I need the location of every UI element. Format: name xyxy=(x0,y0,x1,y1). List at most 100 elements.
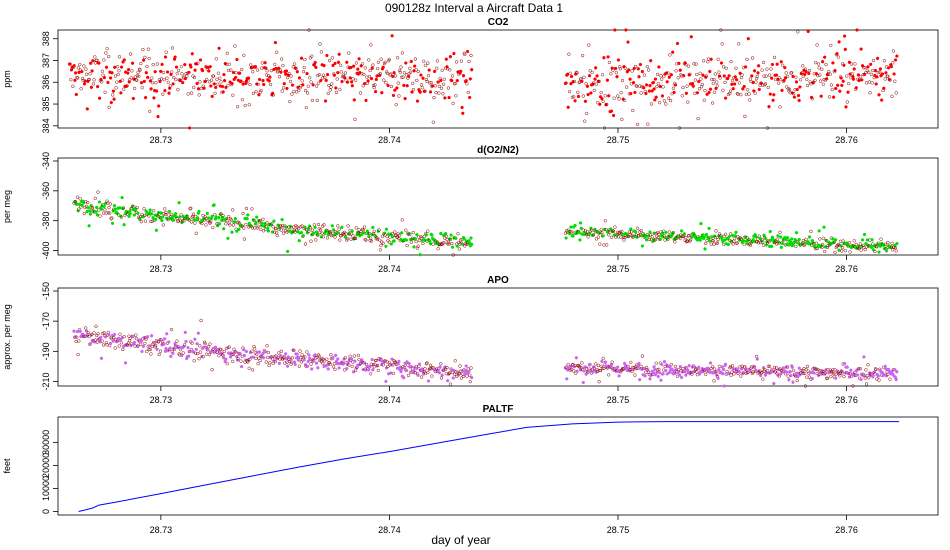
apo-point xyxy=(871,375,875,379)
o2n2-point xyxy=(430,233,434,237)
co2-point xyxy=(653,98,657,102)
apo-point xyxy=(745,370,750,375)
o2n2-point xyxy=(299,230,304,235)
o2n2-point xyxy=(620,229,624,234)
apo-point xyxy=(312,359,316,363)
co2-point xyxy=(880,72,885,76)
apo-point xyxy=(144,337,148,341)
apo-point xyxy=(637,361,641,366)
apo-point xyxy=(329,353,333,357)
co2-point xyxy=(301,83,305,87)
o2n2-point xyxy=(296,226,301,230)
o2n2-point xyxy=(723,232,728,236)
o2n2-point xyxy=(171,218,176,222)
apo-point xyxy=(722,384,726,388)
co2-point xyxy=(128,52,133,56)
apo-point xyxy=(289,362,293,366)
apo-point xyxy=(601,356,605,361)
apo-point xyxy=(356,353,361,358)
apo-point xyxy=(580,361,584,365)
apo-point xyxy=(856,373,860,377)
apo-point xyxy=(452,372,457,376)
co2-point xyxy=(264,66,268,70)
apo-point xyxy=(347,363,351,367)
co2-point xyxy=(668,53,672,57)
o2n2-point xyxy=(161,223,165,227)
co2-point xyxy=(779,78,783,82)
co2-point xyxy=(192,75,197,80)
co2-point xyxy=(290,83,295,87)
co2-point xyxy=(380,91,384,95)
co2-point xyxy=(84,72,89,76)
o2n2-point xyxy=(215,224,220,228)
co2-point xyxy=(710,77,714,82)
co2-point xyxy=(426,73,431,78)
apo-point xyxy=(196,331,200,335)
apo-point xyxy=(426,370,430,375)
co2-point xyxy=(791,74,795,79)
co2-point xyxy=(360,72,364,76)
co2-point xyxy=(397,94,401,98)
apo-point xyxy=(426,379,431,383)
co2-point xyxy=(419,73,423,77)
co2-point xyxy=(139,61,143,66)
co2-point xyxy=(176,87,180,92)
co2-point xyxy=(797,98,801,103)
co2-point xyxy=(731,87,735,91)
co2-point xyxy=(602,126,607,130)
o2n2-point xyxy=(600,230,604,235)
co2-point xyxy=(158,79,162,84)
apo-plot-frame xyxy=(57,287,939,387)
apo-point xyxy=(389,371,393,375)
co2-point xyxy=(744,92,748,97)
o2n2-point xyxy=(713,235,717,240)
o2n2-point xyxy=(136,211,140,215)
o2n2-point xyxy=(715,241,719,246)
o2n2-x-tick-label: 28.75 xyxy=(607,264,630,274)
o2n2-point xyxy=(261,229,266,233)
co2-point xyxy=(330,82,334,86)
apo-point xyxy=(101,343,106,347)
o2n2-point xyxy=(699,221,703,226)
co2-point xyxy=(113,65,117,69)
apo-point xyxy=(661,372,665,376)
co2-point xyxy=(91,59,95,63)
apo-point xyxy=(96,332,100,336)
co2-point xyxy=(734,78,739,82)
co2-point xyxy=(697,87,702,91)
co2-point xyxy=(100,80,104,84)
co2-point xyxy=(569,74,574,79)
co2-point xyxy=(172,75,176,80)
apo-point xyxy=(677,373,682,377)
co2-point xyxy=(231,70,236,75)
figure-title: 090128z Interval a Aircraft Data 1 xyxy=(385,1,563,15)
co2-point xyxy=(170,46,175,50)
co2-point xyxy=(224,85,228,90)
o2n2-point xyxy=(836,243,840,247)
co2-point xyxy=(705,92,709,96)
apo-point xyxy=(296,355,300,359)
apo-point xyxy=(796,375,800,379)
co2-point xyxy=(325,72,330,77)
apo-point xyxy=(129,343,133,348)
co2-point xyxy=(243,103,247,108)
o2n2-point xyxy=(746,238,750,242)
apo-point xyxy=(125,343,130,347)
o2n2-point xyxy=(95,205,99,210)
co2-point xyxy=(629,91,633,96)
co2-point xyxy=(130,61,135,65)
co2-point xyxy=(633,64,638,69)
co2-point xyxy=(851,77,856,81)
o2n2-point xyxy=(151,216,155,220)
apo-point xyxy=(154,343,158,348)
co2-point xyxy=(80,76,85,81)
apo-point xyxy=(676,370,680,375)
co2-point xyxy=(760,68,764,72)
co2-point xyxy=(117,55,122,59)
o2n2-point xyxy=(837,248,841,252)
co2-point xyxy=(214,85,218,90)
co2-point xyxy=(196,61,200,65)
apo-point xyxy=(594,362,598,366)
apo-point xyxy=(134,333,138,337)
